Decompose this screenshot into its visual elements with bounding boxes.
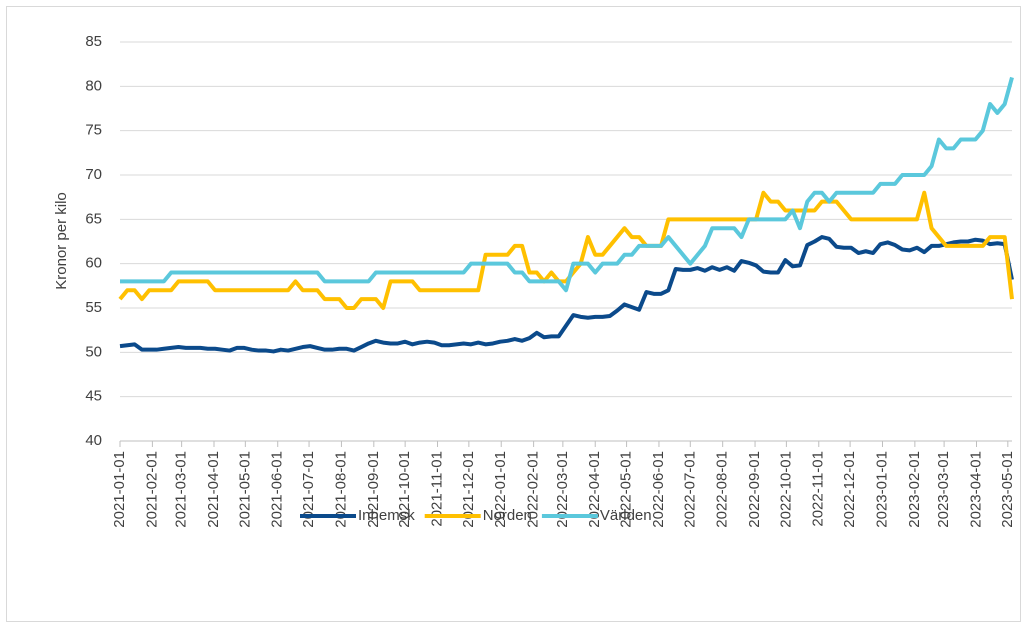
legend-label: Norden (483, 507, 532, 524)
series-line (119, 235, 1014, 354)
x-tick-label: 2022-10-01 (777, 451, 794, 528)
x-tick-label: 2021-10-01 (396, 451, 413, 528)
x-tick-label: 2023-04-01 (967, 451, 984, 528)
y-tick-label: 65 (85, 210, 102, 227)
y-tick-label: 75 (85, 122, 102, 139)
series-line (120, 76, 1014, 293)
x-tick-label: 2022-06-01 (650, 451, 667, 528)
x-tick-label: 2022-09-01 (746, 451, 763, 528)
y-axis-label: Kronor per kilo (53, 192, 70, 290)
x-tick-label: 2022-04-01 (586, 451, 603, 528)
x-tick-label: 2021-09-01 (365, 451, 382, 528)
y-tick-label: 40 (85, 432, 102, 449)
x-tick-label: 2022-01-01 (492, 451, 509, 528)
x-tick-label: 2023-01-01 (873, 451, 890, 528)
x-tick-label: 2021-02-01 (143, 451, 160, 528)
x-tick-label: 2021-05-01 (236, 451, 253, 528)
legend-label: Inhemsk (358, 507, 415, 524)
x-tick-label: 2022-08-01 (714, 451, 731, 528)
y-tick-label: 85 (85, 33, 102, 50)
x-tick-label: 2022-05-01 (618, 451, 635, 528)
y-tick-label: 60 (85, 255, 102, 272)
x-tick-label: 2022-07-01 (681, 451, 698, 528)
series-line (118, 190, 1014, 310)
x-tick-label: 2022-02-01 (525, 451, 542, 528)
x-tick-label: 2023-05-01 (999, 451, 1016, 528)
x-tick-label: 2022-12-01 (841, 451, 858, 528)
x-tick-label: 2021-03-01 (173, 451, 190, 528)
x-tick-label: 2021-04-01 (205, 451, 222, 528)
y-tick-label: 70 (85, 166, 102, 183)
x-tick-label: 2021-06-01 (269, 451, 286, 528)
y-tick-label: 50 (85, 343, 102, 360)
y-tick-label: 80 (85, 77, 102, 94)
x-tick-label: 2022-11-01 (810, 451, 827, 527)
legend-label: Världen (600, 507, 652, 524)
chart-frame (6, 6, 1021, 622)
x-tick-label: 2021-07-01 (300, 451, 317, 528)
x-tick-label: 2021-08-01 (332, 451, 349, 528)
x-tick-label: 2021-01-01 (111, 451, 128, 528)
y-tick-label: 45 (85, 388, 102, 405)
x-tick-label: 2023-03-01 (935, 451, 952, 528)
x-tick-label: 2023-02-01 (906, 451, 923, 528)
x-tick-label: 2021-12-01 (460, 451, 477, 528)
y-tick-label: 55 (85, 299, 102, 316)
x-tick-label: 2021-11-01 (428, 451, 445, 527)
x-tick-label: 2022-03-01 (554, 451, 571, 528)
